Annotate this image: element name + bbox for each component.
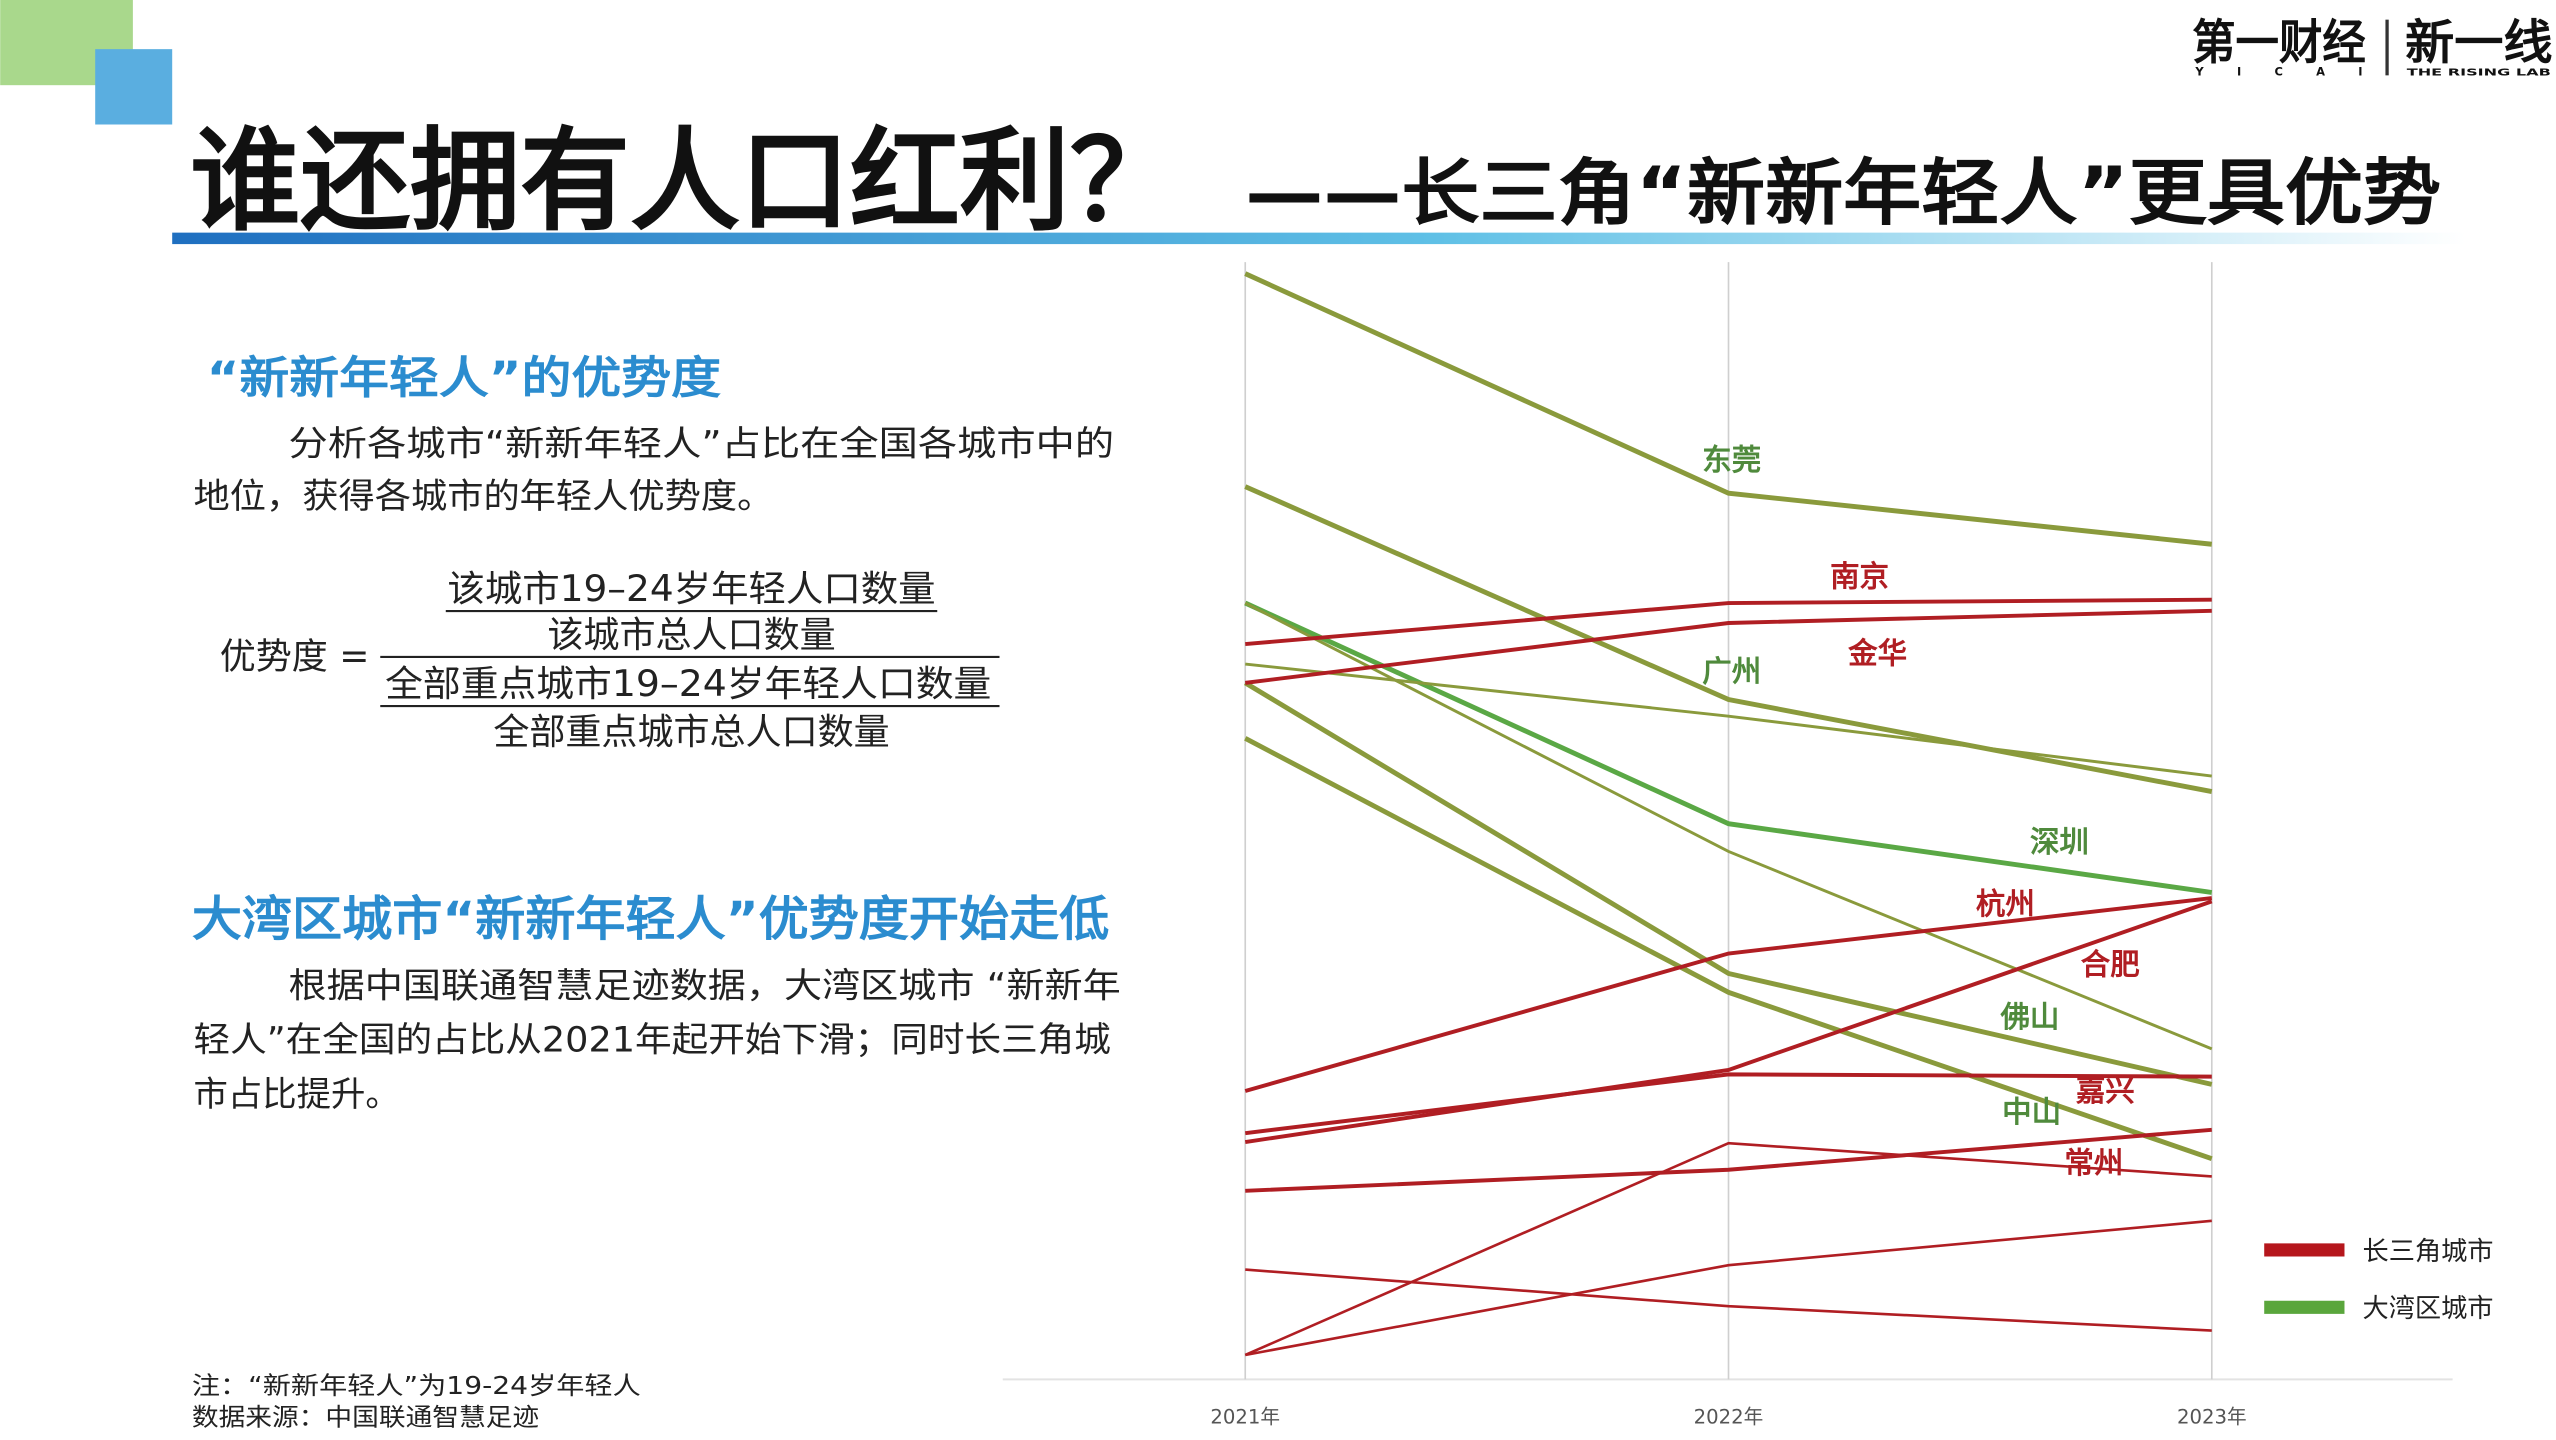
series-line <box>1244 600 2213 895</box>
title: 谁还拥有人口红利？ <box>190 118 1179 247</box>
series-line <box>1244 608 2212 685</box>
logo-divider <box>2385 19 2389 76</box>
series-label: 杭州 <box>1976 887 2035 921</box>
series-line <box>1244 896 2213 1093</box>
x-tick-label: 2022年 <box>1694 1406 1764 1429</box>
series-line <box>1244 271 2213 547</box>
x-tick-label: 2021年 <box>1210 1406 1280 1429</box>
logo-text: 新一线 <box>2405 16 2552 71</box>
series-label: 常州 <box>2064 1146 2123 1180</box>
series-line <box>1244 736 2213 1162</box>
legend-label: 长三角城市 <box>2363 1237 2494 1267</box>
paragraph-line: 轻人”在全国的占比从2021年起开始下滑；同时长三角城 <box>193 1021 1110 1061</box>
logo-text: Y I C A I <box>2194 64 2362 78</box>
formula-text: 该城市总人口数量 <box>547 615 835 656</box>
series-line <box>1245 597 2212 647</box>
title-underline <box>172 232 2466 245</box>
series-label: 中山 <box>2002 1095 2061 1129</box>
series-line <box>1244 484 2213 794</box>
note: 注：“新新年轻人”为19-24岁年轻人 <box>192 1371 641 1400</box>
paragraph-line: 根据中国联通智慧足迹数据，大湾区城市 “新新年 <box>289 967 1121 1007</box>
x-tick-label: 2023年 <box>2177 1406 2247 1429</box>
section-heading: “新新年轻人”的优势度 <box>207 353 722 404</box>
legend-label: 大湾区城市 <box>2363 1294 2494 1324</box>
series-line <box>1244 1141 2212 1357</box>
series-label: 嘉兴 <box>2076 1074 2135 1108</box>
logo-text: THE RISING LAB <box>2407 67 2551 78</box>
series-label: 广州 <box>1702 655 1761 689</box>
series-line <box>1244 1072 2212 1136</box>
series-line <box>1245 662 2212 778</box>
series-line <box>1243 680 2213 1087</box>
subtitle: ——长三角“新新年轻人”更具优势 <box>1245 151 2441 235</box>
series-line <box>1245 1268 2212 1332</box>
paragraph-line: 地位，获得各城市的年轻人优势度。 <box>193 477 773 517</box>
series-line <box>1244 899 2213 1144</box>
logo-text: 第一财经 <box>2192 16 2366 71</box>
series-label: 东莞 <box>1702 443 1761 477</box>
series-label: 合肥 <box>2081 948 2140 982</box>
note: 数据来源：中国联通智慧足迹 <box>192 1402 539 1431</box>
paragraph-line: 分析各城市“新新年轻人”占比在全国各城市中的 <box>289 424 1115 464</box>
paragraph-line: 市占比提升。 <box>193 1075 399 1115</box>
formula-text: 该城市19–24岁年轻人口数量 <box>447 569 935 610</box>
series-line <box>1244 601 2213 1051</box>
section-heading: 大湾区城市“新新年轻人”优势度开始走低 <box>192 892 1109 947</box>
formula-text: 全部重点城市19–24岁年轻人口数量 <box>385 664 991 705</box>
formula-lhs: 优势度 = <box>220 636 370 677</box>
formula-text: 全部重点城市总人口数量 <box>493 712 889 753</box>
series-label: 佛山 <box>1999 1000 2059 1034</box>
series-line <box>1245 1127 2212 1193</box>
series-label: 金华 <box>1847 636 1907 670</box>
series-label: 深圳 <box>2030 825 2089 859</box>
deco-square <box>95 49 173 125</box>
series-label: 南京 <box>1830 559 1889 593</box>
series-line <box>1244 1219 2212 1357</box>
